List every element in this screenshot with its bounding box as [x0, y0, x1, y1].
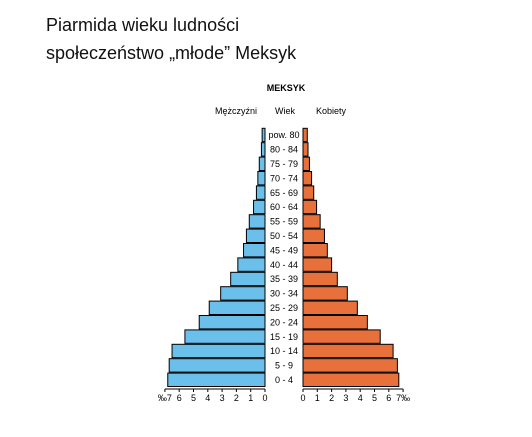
- right-series-label: Kobiety: [316, 106, 347, 116]
- right-tick-label-2: 2: [329, 393, 334, 403]
- right-tick-label-4: 4: [358, 393, 363, 403]
- age-label-13: 65 - 69: [270, 188, 298, 198]
- right-tick-label-7: 7‰: [396, 393, 410, 403]
- left-tick-label-7: 0: [262, 393, 267, 403]
- age-label-4: 20 - 24: [270, 317, 298, 327]
- age-label-2: 10 - 14: [270, 346, 298, 356]
- right-tick-label-3: 3: [343, 393, 348, 403]
- bar-women-13: [302, 185, 315, 200]
- bar-women-17: [302, 127, 308, 143]
- bar-women-1: [302, 358, 398, 373]
- bar-men-12: [253, 199, 266, 215]
- age-label-0: 0 - 4: [275, 375, 293, 385]
- bar-men-15: [258, 156, 266, 172]
- bar-women-7: [302, 271, 338, 287]
- age-label-8: 40 - 44: [270, 260, 298, 270]
- bar-men-11: [248, 214, 266, 229]
- bar-men-10: [245, 228, 266, 244]
- bar-women-0: [302, 372, 400, 388]
- chart-title: MEKSYK: [267, 83, 306, 93]
- right-tick-label-5: 5: [372, 393, 377, 403]
- bar-men-9: [243, 243, 266, 258]
- age-label-7: 35 - 39: [270, 274, 298, 284]
- bar-women-16: [302, 142, 309, 157]
- page-heading-line2: społeczeństwo „młode” Meksyk: [46, 43, 297, 63]
- bar-women-6: [302, 286, 348, 301]
- bars-group: [167, 127, 400, 388]
- bar-women-14: [302, 171, 313, 186]
- age-label-16: 80 - 84: [270, 145, 298, 155]
- left-tick-label-2: 5: [191, 393, 196, 403]
- bar-men-3: [184, 329, 266, 344]
- bar-women-12: [302, 199, 318, 215]
- bar-men-14: [257, 171, 266, 186]
- bar-men-6: [220, 286, 266, 301]
- bar-men-8: [237, 257, 266, 272]
- age-label-14: 70 - 74: [270, 173, 298, 183]
- left-tick-label-4: 3: [220, 393, 225, 403]
- bar-women-11: [302, 214, 321, 229]
- bar-men-0: [167, 372, 266, 388]
- right-tick-label-0: 0: [300, 393, 305, 403]
- bar-women-5: [302, 300, 358, 316]
- bar-women-8: [302, 257, 333, 272]
- axes-group: ‰7 06 15 24 33 42 51 60 7‰: [158, 388, 410, 403]
- age-label-12: 60 - 64: [270, 202, 298, 212]
- age-label-10: 50 - 54: [270, 231, 298, 241]
- right-tick-label-1: 1: [315, 393, 320, 403]
- bar-men-16: [260, 142, 266, 157]
- left-tick-label-0: ‰7: [158, 393, 172, 403]
- bar-men-7: [230, 271, 266, 287]
- age-label-3: 15 - 19: [270, 332, 298, 342]
- age-label-11: 55 - 59: [270, 217, 298, 227]
- bar-men-1: [168, 358, 266, 373]
- bar-women-4: [302, 315, 368, 330]
- bar-women-9: [302, 243, 328, 258]
- bar-men-2: [171, 343, 266, 359]
- age-label-15: 75 - 79: [270, 159, 298, 169]
- left-tick-label-1: 6: [177, 393, 182, 403]
- age-label-17: pow. 80: [268, 130, 299, 140]
- bar-women-3: [302, 329, 381, 344]
- page-heading-line1: Piarmida wieku ludności: [46, 15, 240, 35]
- left-tick-label-3: 4: [205, 393, 210, 403]
- age-label-9: 45 - 49: [270, 245, 298, 255]
- bar-women-10: [302, 228, 325, 244]
- left-tick-label-5: 2: [234, 393, 239, 403]
- left-series-label: Mężczyźni: [215, 106, 257, 116]
- right-tick-label-6: 6: [386, 393, 391, 403]
- bar-women-2: [302, 343, 394, 359]
- bar-men-13: [255, 185, 266, 200]
- age-axis-label: Wiek: [275, 106, 295, 116]
- bar-men-5: [208, 300, 266, 316]
- bar-men-17: [261, 127, 266, 143]
- left-tick-label-6: 1: [248, 393, 253, 403]
- bar-men-4: [198, 315, 266, 330]
- age-label-1: 5 - 9: [275, 361, 293, 371]
- age-label-5: 25 - 29: [270, 303, 298, 313]
- age-labels-group: 0 - 4 5 - 9 10 - 14 15 - 19 20 - 24 25 - 29 30…: [268, 130, 299, 385]
- bar-women-15: [302, 156, 310, 172]
- age-label-6: 30 - 34: [270, 289, 298, 299]
